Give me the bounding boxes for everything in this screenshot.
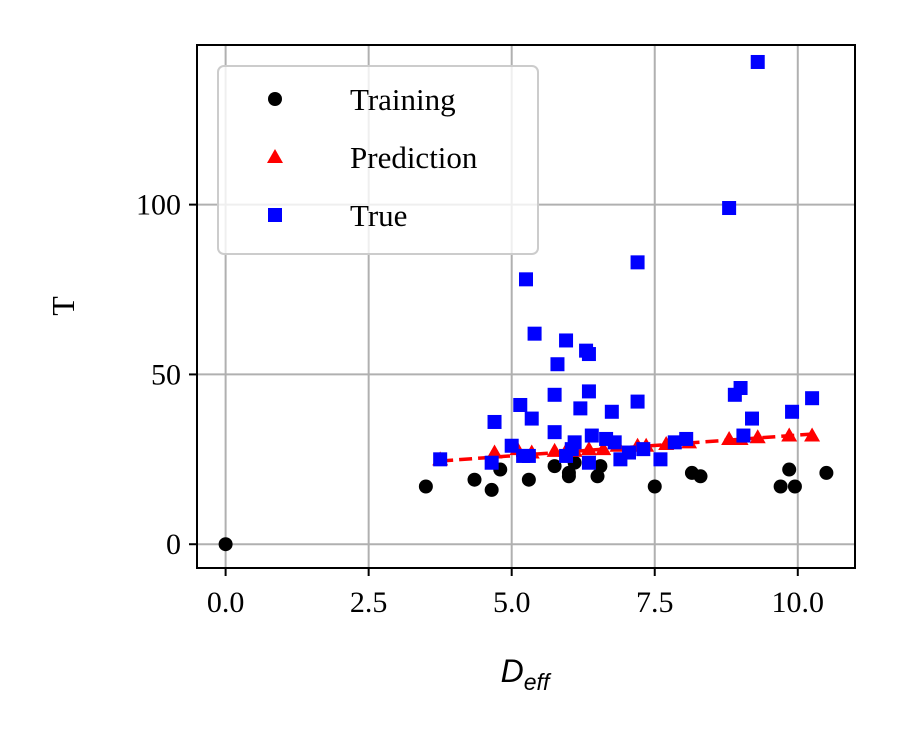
true-point xyxy=(805,391,820,406)
y-tick-label: 100 xyxy=(136,189,181,222)
axis-ticks: 0.0 2.5 5.0 7.5 10.0 0 50 100 xyxy=(136,189,824,619)
prediction-point xyxy=(580,441,597,456)
true-point xyxy=(604,404,619,419)
true-point xyxy=(573,401,588,416)
true-point xyxy=(547,387,562,402)
true-point xyxy=(679,431,694,446)
x-tick-label: 2.5 xyxy=(350,586,388,619)
legend-label: Prediction xyxy=(350,140,478,175)
x-tick-label: 0.0 xyxy=(207,586,245,619)
legend-prediction-icon xyxy=(267,149,283,163)
legend-training-icon xyxy=(268,92,282,106)
true-point xyxy=(550,357,565,372)
prediction-point xyxy=(721,430,738,445)
true-point xyxy=(581,347,596,362)
y-tick-label: 0 xyxy=(166,528,181,561)
prediction-point xyxy=(546,442,563,457)
true-point xyxy=(733,381,748,396)
legend-label: Training xyxy=(350,82,456,117)
true-point xyxy=(547,425,562,440)
true-point xyxy=(785,404,800,419)
training-point xyxy=(773,479,788,494)
x-tick-label: 7.5 xyxy=(636,586,674,619)
true-point xyxy=(621,445,636,460)
true-point xyxy=(513,397,528,412)
training-point xyxy=(787,479,802,494)
legend-true-icon xyxy=(268,208,282,222)
training-point xyxy=(418,479,433,494)
training-point xyxy=(693,469,708,484)
true-point xyxy=(667,435,682,450)
training-point xyxy=(593,459,608,474)
training-point xyxy=(782,462,797,477)
training-point xyxy=(484,482,499,497)
prediction-point xyxy=(595,441,612,456)
training-point xyxy=(819,465,834,480)
true-point xyxy=(484,455,499,470)
true-point xyxy=(527,326,542,341)
x-axis-label-sub: eff xyxy=(524,669,552,695)
true-point xyxy=(433,452,448,467)
training-point xyxy=(218,537,233,552)
legend-label: True xyxy=(350,198,407,233)
true-point xyxy=(524,411,539,426)
true-point xyxy=(581,455,596,470)
prediction-point xyxy=(804,427,821,442)
prediction-point xyxy=(781,427,798,442)
true-point xyxy=(736,428,751,443)
true-point xyxy=(630,255,645,270)
true-point xyxy=(581,384,596,399)
prediction-point xyxy=(486,444,503,459)
true-point xyxy=(567,435,582,450)
legend: Training Prediction True xyxy=(217,65,539,255)
true-point xyxy=(519,272,533,287)
true-point xyxy=(504,438,519,453)
true-point xyxy=(559,333,574,348)
true-point xyxy=(745,411,760,426)
training-point xyxy=(547,459,562,474)
prediction-point xyxy=(749,429,766,444)
true-point xyxy=(630,394,645,409)
trend-line xyxy=(440,432,816,463)
y-axis-label: T xyxy=(45,296,81,316)
x-tick-label: 5.0 xyxy=(493,586,531,619)
true-point xyxy=(636,442,651,457)
true-point xyxy=(750,54,765,69)
data-points xyxy=(218,54,834,552)
training-point xyxy=(647,479,662,494)
x-axis-label-main: D xyxy=(501,653,524,689)
x-axis-label: Deff xyxy=(501,653,552,695)
y-tick-label: 50 xyxy=(151,358,181,391)
x-tick-label: 10.0 xyxy=(772,586,825,619)
true-point xyxy=(584,428,599,443)
true-point xyxy=(607,435,622,450)
true-point xyxy=(722,201,737,216)
legend-box xyxy=(217,65,539,255)
training-point xyxy=(521,472,536,487)
true-point xyxy=(653,452,668,467)
training-point xyxy=(561,465,576,480)
true-point xyxy=(521,448,536,463)
trend-line-group xyxy=(440,432,816,463)
training-point xyxy=(467,472,482,487)
true-point xyxy=(487,414,502,429)
plot-frame xyxy=(196,44,856,569)
